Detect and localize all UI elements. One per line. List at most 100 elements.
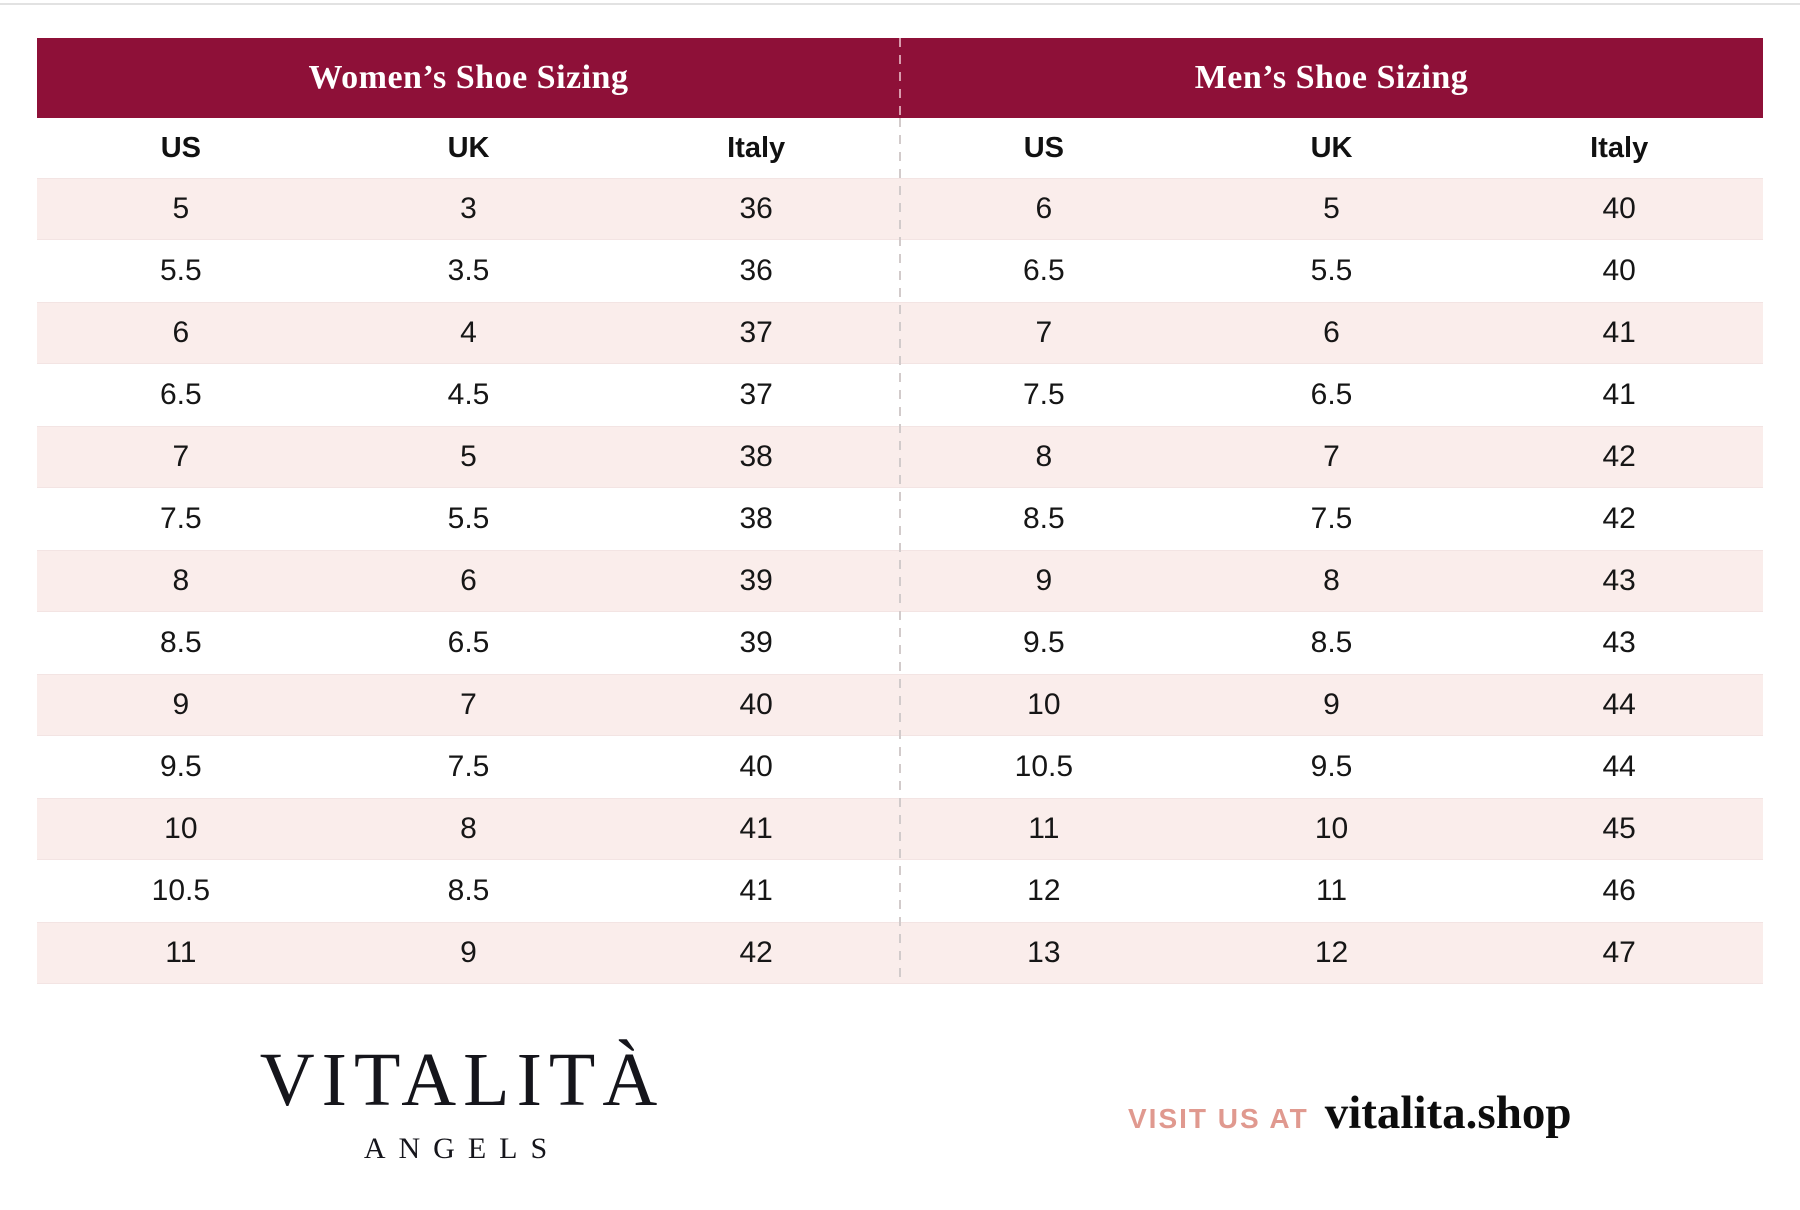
brand-subtitle: ANGELS xyxy=(363,1132,561,1165)
table-row: 5 3 36 6 5 40 xyxy=(37,178,1763,240)
table-row: 8 6 39 9 8 43 xyxy=(37,550,1763,612)
table-title-band: Women’s Shoe Sizing Men’s Shoe Sizing xyxy=(37,38,1763,118)
size-cell: 36 xyxy=(739,254,773,287)
size-cell: 3.5 xyxy=(447,254,490,287)
size-cell: 10 xyxy=(1314,812,1349,845)
size-cell: 9 xyxy=(172,688,190,721)
size-cell: 8.5 xyxy=(1022,502,1065,535)
size-cell: 44 xyxy=(1602,688,1636,721)
size-cell: 37 xyxy=(739,316,773,349)
size-cell: 12 xyxy=(1027,874,1061,907)
size-cell: 4.5 xyxy=(447,378,490,411)
size-cell: 7.5 xyxy=(1310,502,1353,535)
size-cell: 7 xyxy=(1035,316,1053,349)
size-cell: 6.5 xyxy=(447,626,490,659)
size-cell: 5 xyxy=(1323,192,1340,225)
brand-name: VITALITÀ xyxy=(259,1038,665,1122)
size-cell: 4 xyxy=(460,316,477,349)
column-header-us: US xyxy=(160,131,201,164)
size-cell: 43 xyxy=(1602,626,1636,659)
size-cell: 5 xyxy=(172,192,190,225)
size-cell: 11 xyxy=(1028,812,1060,845)
size-cell: 11 xyxy=(1315,874,1348,907)
table-row: 7 5 38 8 7 42 xyxy=(37,426,1763,488)
size-cell: 9 xyxy=(1323,688,1340,721)
column-header-italy: Italy xyxy=(727,131,786,164)
column-header-uk: UK xyxy=(1310,131,1353,164)
size-cell: 6.5 xyxy=(159,378,202,411)
column-header-row: US UK Italy US UK Italy xyxy=(37,118,1763,178)
size-cell: 10 xyxy=(164,812,198,845)
womens-table-title: Women’s Shoe Sizing xyxy=(308,59,629,96)
table-row: 9 7 40 10 9 44 xyxy=(37,674,1763,736)
size-cell: 5.5 xyxy=(447,502,490,535)
size-cell: 8.5 xyxy=(1310,626,1353,659)
table-body: 5 3 36 6 5 40 5.5 3.5 36 6.5 5.5 40 6 4 37 7 6 41 6.5 4.5 37… xyxy=(37,178,1763,984)
size-cell: 40 xyxy=(739,750,773,783)
size-cell: 6.5 xyxy=(1310,378,1353,411)
size-cell: 7.5 xyxy=(1022,378,1065,411)
size-cell: 47 xyxy=(1602,936,1636,969)
size-cell: 8 xyxy=(1035,440,1053,473)
table-row: 8.5 6.5 39 9.5 8.5 43 xyxy=(37,612,1763,674)
size-cell: 41 xyxy=(739,812,773,845)
size-cell: 36 xyxy=(739,192,773,225)
size-cell: 41 xyxy=(1602,378,1636,411)
column-header-us: US xyxy=(1023,131,1064,164)
size-cell: 8 xyxy=(460,812,477,845)
column-header-italy: Italy xyxy=(1590,131,1649,164)
size-cell: 9.5 xyxy=(1022,626,1065,659)
size-cell: 9 xyxy=(460,936,477,969)
size-cell: 40 xyxy=(1602,192,1636,225)
size-cell: 41 xyxy=(739,874,773,907)
size-cell: 8.5 xyxy=(159,626,202,659)
size-cell: 37 xyxy=(739,378,773,411)
size-cell: 41 xyxy=(1602,316,1636,349)
visit-us-label: VISIT US AT xyxy=(1128,1103,1309,1134)
size-cell: 7 xyxy=(1323,440,1340,473)
size-cell: 3 xyxy=(460,192,477,225)
size-cell: 9 xyxy=(1035,564,1053,597)
size-cell: 10 xyxy=(1027,688,1061,721)
size-cell: 10.5 xyxy=(151,874,211,907)
size-cell: 12 xyxy=(1314,936,1349,969)
size-cell: 7 xyxy=(460,688,477,721)
table-row: 10 8 41 11 10 45 xyxy=(37,798,1763,860)
size-cell: 42 xyxy=(1602,502,1636,535)
size-cell: 38 xyxy=(739,440,773,473)
table-row: 9.5 7.5 40 10.5 9.5 44 xyxy=(37,736,1763,798)
size-cell: 43 xyxy=(1602,564,1636,597)
table-row: 6.5 4.5 37 7.5 6.5 41 xyxy=(37,364,1763,426)
table-row: 5.5 3.5 36 6.5 5.5 40 xyxy=(37,240,1763,302)
size-cell: 39 xyxy=(739,626,773,659)
size-cell: 8 xyxy=(1323,564,1340,597)
size-cell: 45 xyxy=(1602,812,1636,845)
size-cell: 8 xyxy=(172,564,190,597)
table-row: 6 4 37 7 6 41 xyxy=(37,302,1763,364)
size-cell: 11 xyxy=(165,936,197,969)
size-cell: 6 xyxy=(460,564,477,597)
size-cell: 8.5 xyxy=(447,874,490,907)
table-row: 11 9 42 13 12 47 xyxy=(37,922,1763,984)
size-cell: 9.5 xyxy=(1310,750,1353,783)
size-cell: 44 xyxy=(1602,750,1636,783)
size-cell: 42 xyxy=(739,936,773,969)
table-row: 10.5 8.5 41 12 11 46 xyxy=(37,860,1763,922)
size-conversion-table: Women’s Shoe Sizing Men’s Shoe Sizing US… xyxy=(37,38,1763,984)
size-cell: 46 xyxy=(1602,874,1636,907)
mens-table-title: Men’s Shoe Sizing xyxy=(1194,59,1469,96)
size-cell: 38 xyxy=(739,502,773,535)
size-cell: 42 xyxy=(1602,440,1636,473)
size-cell: 40 xyxy=(739,688,773,721)
size-cell: 5 xyxy=(460,440,477,473)
size-cell: 13 xyxy=(1027,936,1061,969)
table-row: 7.5 5.5 38 8.5 7.5 42 xyxy=(37,488,1763,550)
size-cell: 7 xyxy=(172,440,190,473)
shop-url-link[interactable]: vitalita.shop xyxy=(1324,1087,1572,1139)
size-cell: 6 xyxy=(172,316,190,349)
size-cell: 6 xyxy=(1035,192,1053,225)
top-divider-line xyxy=(0,3,1800,5)
size-cell: 7.5 xyxy=(447,750,490,783)
visit-us-footer: VISIT US AT vitalita.shop xyxy=(1128,1086,1571,1140)
size-cell: 39 xyxy=(739,564,773,597)
